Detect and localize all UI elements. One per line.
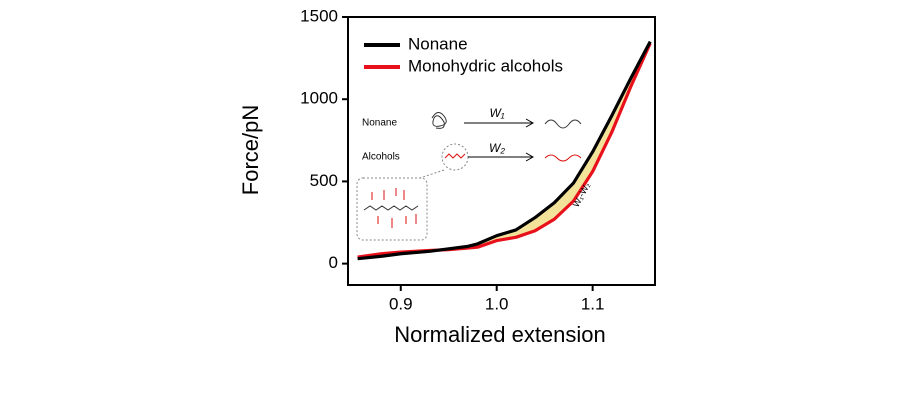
zoom-line: [419, 169, 445, 179]
y-tick-label: 1000: [300, 89, 338, 108]
hydroxyl-groups: [371, 188, 417, 228]
plot-frame: [347, 16, 656, 286]
x-tick-label: 0.9: [389, 294, 413, 313]
x-axis-label: Normalized extension: [394, 322, 606, 347]
legend-label: Monohydric alcohols: [408, 56, 563, 75]
arrow-head: [525, 152, 535, 162]
annotation: W₂: [489, 141, 505, 155]
annotation: Nonane: [362, 118, 397, 129]
inset-diagram: [356, 112, 582, 241]
molecule-backbone: [363, 205, 419, 211]
x-tick-label: 1.1: [581, 294, 605, 313]
arrow-head: [525, 118, 535, 128]
y-tick-label: 500: [310, 171, 338, 190]
extended-chain: [544, 119, 582, 129]
inset-box: [356, 177, 428, 241]
coiled-chain: [431, 112, 447, 129]
data-line: [357, 40, 652, 261]
legend-label: Nonane: [408, 34, 468, 53]
extended-alcohol-chain: [544, 154, 582, 162]
annotation: W₁: [489, 106, 504, 120]
alcohol-chain: [444, 153, 466, 159]
y-tick-label: 1500: [300, 6, 338, 25]
x-tick-label: 1.0: [485, 294, 509, 313]
y-tick-label: 0: [329, 253, 338, 272]
annotation: Alcohols: [362, 152, 400, 163]
y-axis-label: Force/pN: [238, 105, 263, 195]
